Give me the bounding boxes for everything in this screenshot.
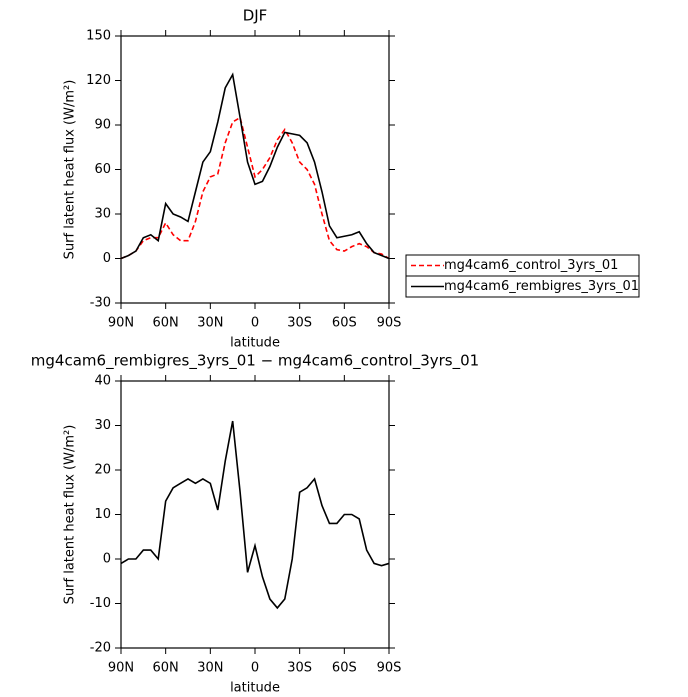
y-tick-label: -30 [90,296,111,311]
legend-label: mg4cam6_rembigres_3yrs_01 [444,279,639,294]
x-tick-label: 60N [153,661,179,676]
data-line [120,72,390,260]
x-tick-label: 30N [197,661,223,676]
data-line [120,420,390,610]
x-tick-label: 60S [332,316,357,331]
x-tick-label: 90N [108,661,134,676]
y-tick-label: -10 [90,596,111,611]
y-tick-label: 120 [86,73,111,88]
plot-frame [120,380,390,649]
x-axis-label: latitude [230,681,280,696]
y-axis-label: Surf latent heat flux (W/m²) [63,80,78,260]
y-tick-label: 20 [94,463,111,478]
x-tick-label: 90S [377,661,402,676]
chart-title: mg4cam6_rembigres_3yrs_01 − mg4cam6_cont… [31,352,479,371]
x-tick-label: 0 [251,661,259,676]
plot-frame [120,35,390,304]
y-tick-label: 0 [103,251,111,266]
legend-label: mg4cam6_control_3yrs_01 [444,258,618,273]
x-axis-label: latitude [230,336,280,351]
x-tick-label: 60N [153,316,179,331]
x-tick-label: 30N [197,316,223,331]
chart-title: DJF [243,7,268,25]
y-tick-label: 40 [94,374,111,389]
x-tick-label: 90N [108,316,134,331]
y-tick-label: 0 [103,552,111,567]
x-tick-label: 30S [287,661,312,676]
y-tick-label: 30 [94,207,111,222]
y-tick-label: 150 [86,29,111,44]
y-tick-label: 10 [94,507,111,522]
y-axis-label: Surf latent heat flux (W/m²) [63,425,78,605]
x-tick-label: 90S [377,316,402,331]
x-tick-label: 60S [332,661,357,676]
data-line [120,116,390,260]
y-tick-label: 60 [94,162,111,177]
y-tick-label: 90 [94,118,111,133]
y-tick-label: -20 [90,641,111,656]
x-tick-label: 0 [251,316,259,331]
x-tick-label: 30S [287,316,312,331]
y-tick-label: 30 [94,418,111,433]
